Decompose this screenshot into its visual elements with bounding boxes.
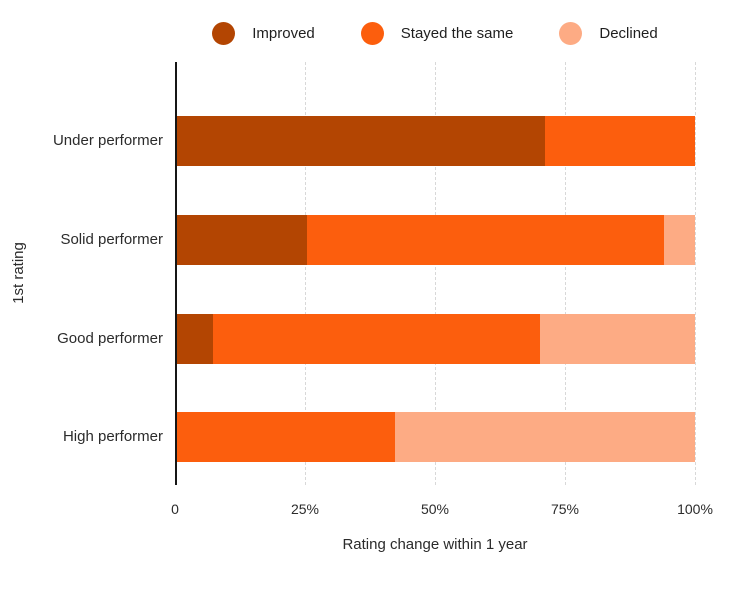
bar-segment-stayed-the-same <box>213 314 540 364</box>
x-tick-label-100: 100% <box>677 501 713 517</box>
improved-swatch-icon <box>212 21 236 45</box>
bar-row-good-performer <box>177 314 695 364</box>
bar-segment-declined <box>394 412 695 462</box>
bar-segment-declined <box>539 314 695 364</box>
legend-item-improved: Improved <box>212 21 315 45</box>
bar-row-under-performer <box>177 116 695 166</box>
x-tick-label-75: 75% <box>550 501 580 517</box>
bar-segment-improved <box>177 215 307 265</box>
bar-row-high-performer <box>177 412 695 462</box>
x-tick-label-0: 0 <box>171 501 179 517</box>
legend-label: Stayed the same <box>400 24 514 42</box>
bar-segment-stayed-the-same <box>306 215 664 265</box>
y-axis-line <box>175 62 177 485</box>
y-category-label: Under performer <box>52 132 163 149</box>
legend-item-declined: Declined <box>559 21 658 45</box>
y-category-label: Good performer <box>57 330 163 347</box>
bar-segment-improved <box>177 116 545 166</box>
legend-label: Declined <box>599 24 658 42</box>
bar-segment-improved <box>177 314 214 364</box>
bar-row-solid-performer <box>177 215 695 265</box>
stayed-the-same-swatch-icon <box>360 21 384 45</box>
gridline-100 <box>695 62 696 485</box>
plot-area <box>175 62 696 485</box>
bar-segment-stayed-the-same <box>544 116 695 166</box>
legend-item-stayed-the-same: Stayed the same <box>360 21 514 45</box>
bar-segment-stayed-the-same <box>177 412 395 462</box>
bar-segment-declined <box>663 215 695 265</box>
legend-label: Improved <box>252 24 315 42</box>
declined-swatch-icon <box>559 21 583 45</box>
gridline-75 <box>565 62 566 485</box>
y-category-label: Solid performer <box>60 231 163 248</box>
y-category-label: High performer <box>62 428 163 445</box>
x-axis-title: Rating change within 1 year <box>342 536 528 553</box>
x-tick-label-25: 25% <box>290 501 320 517</box>
x-tick-label-50: 50% <box>420 501 450 517</box>
gridline-50 <box>435 62 436 485</box>
legend: Improved Stayed the same Declined <box>175 19 695 47</box>
gridline-25 <box>305 62 306 485</box>
